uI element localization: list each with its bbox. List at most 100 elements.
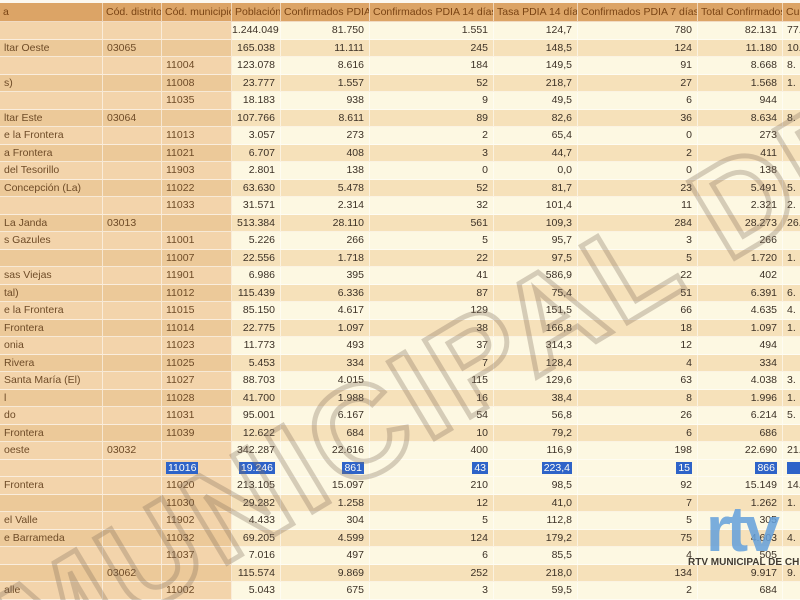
cell-tasa14[interactable]: 129,6 (494, 372, 578, 390)
cell-pdia14[interactable]: 245 (370, 39, 494, 57)
cell-poblacion[interactable]: 69.205 (232, 529, 281, 547)
cell-tasa14[interactable]: 38,4 (494, 389, 578, 407)
cell-municipio[interactable]: 11023 (162, 337, 232, 355)
cell-total[interactable]: 305 (698, 512, 783, 530)
cell-total[interactable]: 494 (698, 337, 783, 355)
table-row-03032[interactable]: oeste 03032 342.287 22.616 400 116,9 198 22.690… (0, 442, 800, 460)
cell-pdia7[interactable]: 15 (578, 459, 698, 477)
cell-pdia14[interactable]: 54 (370, 407, 494, 425)
cell-distrito[interactable] (103, 372, 162, 390)
table-row-11028[interactable]: l 11028 41.700 1.988 16 38,4 8 1.996 1. (0, 389, 800, 407)
table-row-11903[interactable]: del Tesorillo 11903 2.801 138 0 0,0 0 138 (0, 162, 800, 180)
cell-pdia[interactable]: 1.557 (281, 74, 370, 92)
table-row-03064[interactable]: ltar Este 03064 107.766 8.611 89 82,6 36 8.634 8… (0, 109, 800, 127)
cell-pdia14[interactable]: 12 (370, 494, 494, 512)
cell-pdia[interactable]: 11.111 (281, 39, 370, 57)
cell-poblacion[interactable]: 1.244.049 (232, 22, 281, 40)
cell-zona[interactable]: a Frontera (0, 144, 103, 162)
cell-distrito[interactable]: 03013 (103, 214, 162, 232)
table-row-03013[interactable]: La Janda 03013 513.384 28.110 561 109,3 284 28.… (0, 214, 800, 232)
cell-zona[interactable]: e Barrameda (0, 529, 103, 547)
cell-pdia7[interactable]: 8 (578, 389, 698, 407)
cell-pdia14[interactable]: 5 (370, 512, 494, 530)
cell-distrito[interactable] (103, 477, 162, 495)
cell-municipio[interactable]: 11004 (162, 57, 232, 75)
cell-cura[interactable]: 1. (783, 494, 800, 512)
cell-cura[interactable] (783, 162, 800, 180)
table-row-11016[interactable]: 11016 19.246 861 43 223,4 15 866 (0, 459, 800, 477)
cell-pdia[interactable]: 1.097 (281, 319, 370, 337)
table-row-11004[interactable]: 11004 123.078 8.616 184 149,5 91 8.668 8. (0, 57, 800, 75)
cell-pdia7[interactable]: 4 (578, 354, 698, 372)
cell-total[interactable]: 9.917 (698, 564, 783, 582)
cell-pdia7[interactable]: 780 (578, 22, 698, 40)
table-row-11022[interactable]: Concepción (La) 11022 63.630 5.478 52 81,7 23 5… (0, 179, 800, 197)
cell-pdia7[interactable]: 5 (578, 249, 698, 267)
cell-poblacion[interactable]: 2.801 (232, 162, 281, 180)
cell-distrito[interactable] (103, 127, 162, 145)
cell-pdia7[interactable]: 198 (578, 442, 698, 460)
cell-poblacion[interactable]: 165.038 (232, 39, 281, 57)
cell-pdia[interactable]: 15.097 (281, 477, 370, 495)
cell-zona[interactable]: Frontera (0, 477, 103, 495)
cell-zona[interactable]: ltar Este (0, 109, 103, 127)
header-cell-pdia[interactable]: Confirmados PDIA (281, 3, 370, 22)
cell-total[interactable]: 1.568 (698, 74, 783, 92)
cell-pdia7[interactable]: 2 (578, 144, 698, 162)
cell-pdia14[interactable]: 22 (370, 249, 494, 267)
cell-municipio[interactable]: 11037 (162, 547, 232, 565)
cell-pdia14[interactable]: 10 (370, 424, 494, 442)
cell-cura[interactable]: 4. (783, 302, 800, 320)
cell-tasa14[interactable]: 82,6 (494, 109, 578, 127)
cell-pdia7[interactable]: 36 (578, 109, 698, 127)
cell-pdia7[interactable]: 22 (578, 267, 698, 285)
cell-distrito[interactable] (103, 337, 162, 355)
cell-municipio[interactable]: 11007 (162, 249, 232, 267)
header-cell-cura[interactable]: Cura (783, 3, 800, 22)
cell-pdia14[interactable]: 41 (370, 267, 494, 285)
cell-total[interactable]: 1.097 (698, 319, 783, 337)
cell-total[interactable]: 4.603 (698, 529, 783, 547)
cell-total[interactable]: 4.635 (698, 302, 783, 320)
cell-distrito[interactable] (103, 547, 162, 565)
cell-poblacion[interactable]: 342.287 (232, 442, 281, 460)
cell-municipio[interactable]: 11001 (162, 232, 232, 250)
cell-pdia14[interactable]: 5 (370, 232, 494, 250)
cell-pdia14[interactable]: 115 (370, 372, 494, 390)
cell-municipio[interactable] (162, 22, 232, 40)
cell-zona[interactable]: s Gazules (0, 232, 103, 250)
cell-pdia7[interactable]: 284 (578, 214, 698, 232)
cell-pdia[interactable]: 6.167 (281, 407, 370, 425)
cell-tasa14[interactable]: 149,5 (494, 57, 578, 75)
cell-total[interactable]: 8.668 (698, 57, 783, 75)
cell-cura[interactable]: 1. (783, 389, 800, 407)
cell-municipio[interactable]: 11035 (162, 92, 232, 110)
cell-municipio[interactable]: 11015 (162, 302, 232, 320)
cell-pdia14[interactable]: 43 (370, 459, 494, 477)
cell-total[interactable]: 82.131 (698, 22, 783, 40)
cell-pdia7[interactable]: 3 (578, 232, 698, 250)
cell-tasa14[interactable]: 59,5 (494, 582, 578, 600)
cell-municipio[interactable]: 11031 (162, 407, 232, 425)
cell-pdia[interactable]: 304 (281, 512, 370, 530)
cell-total[interactable]: 686 (698, 424, 783, 442)
cell-pdia[interactable]: 2.314 (281, 197, 370, 215)
cell-cura[interactable]: 8. (783, 109, 800, 127)
cell-pdia7[interactable]: 11 (578, 197, 698, 215)
cell-tasa14[interactable]: 151,5 (494, 302, 578, 320)
cell-pdia7[interactable]: 26 (578, 407, 698, 425)
cell-pdia7[interactable]: 5 (578, 512, 698, 530)
cell-municipio[interactable] (162, 214, 232, 232)
cell-tasa14[interactable]: 586,9 (494, 267, 578, 285)
cell-distrito[interactable] (103, 459, 162, 477)
cell-poblacion[interactable]: 5.043 (232, 582, 281, 600)
cell-pdia7[interactable]: 4 (578, 547, 698, 565)
cell-cura[interactable] (783, 337, 800, 355)
table-row-11015[interactable]: e la Frontera 11015 85.150 4.617 129 151,5 66 4… (0, 302, 800, 320)
cell-pdia14[interactable]: 210 (370, 477, 494, 495)
table-row-11035[interactable]: 11035 18.183 938 9 49,5 6 944 (0, 92, 800, 110)
cell-municipio[interactable]: 11902 (162, 512, 232, 530)
cell-cura[interactable] (783, 267, 800, 285)
cell-pdia14[interactable]: 0 (370, 162, 494, 180)
cell-distrito[interactable] (103, 284, 162, 302)
